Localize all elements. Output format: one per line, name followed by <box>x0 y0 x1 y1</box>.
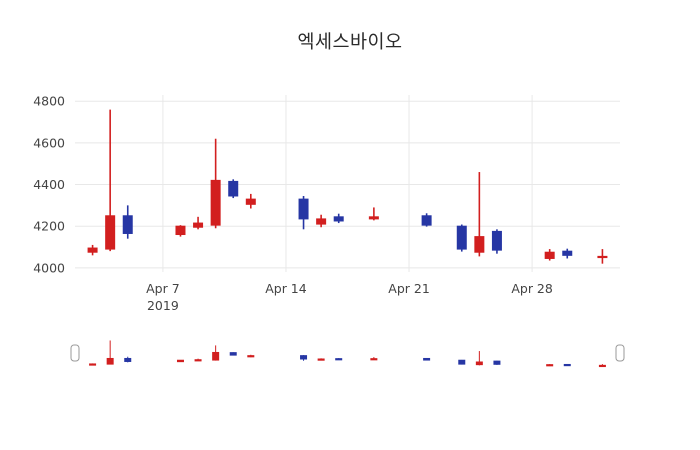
candle-body <box>597 255 608 259</box>
candle <box>175 225 186 237</box>
candle <box>333 213 344 224</box>
candle-body-mini <box>247 355 255 358</box>
candle-body-mini <box>370 358 378 361</box>
candle-mini <box>458 359 466 365</box>
candle-body <box>228 180 239 197</box>
candle-mini <box>229 352 237 356</box>
candle-mini <box>176 359 184 363</box>
candle-body <box>210 179 221 226</box>
candle-mini <box>335 358 343 361</box>
candle-mini <box>423 357 431 361</box>
x-tick-label: Apr 28 <box>511 281 553 296</box>
candle-body <box>105 215 116 250</box>
candle <box>421 213 432 227</box>
candle <box>298 195 309 230</box>
candle <box>87 244 98 256</box>
candle-body <box>175 225 186 236</box>
x-tick-label: Apr 21 <box>388 281 430 296</box>
candle <box>474 172 485 257</box>
y-tick-label: 4800 <box>33 94 65 109</box>
candle-body-mini <box>300 355 308 360</box>
candle <box>228 179 239 199</box>
candle <box>562 248 573 259</box>
candle <box>105 109 116 252</box>
rangeslider-handle-right[interactable] <box>615 344 625 362</box>
candle-mini <box>247 354 255 358</box>
candle-body-mini <box>546 364 554 367</box>
candle-body <box>368 216 379 220</box>
candle-body-mini <box>124 357 132 362</box>
candle-body <box>87 247 98 253</box>
candle-body <box>316 218 327 225</box>
candle <box>210 138 221 229</box>
candle-body <box>122 215 133 234</box>
candle <box>544 249 555 261</box>
candle-body-mini <box>317 358 325 361</box>
candle-mini <box>89 363 97 366</box>
x-tick-label: Apr 7 <box>146 281 180 296</box>
candle-body-mini <box>475 361 483 366</box>
candle <box>122 205 133 239</box>
candle-mini <box>300 355 308 361</box>
rangeslider-track[interactable] <box>75 333 620 373</box>
candle-body-mini <box>335 358 343 361</box>
candle-body <box>562 250 573 256</box>
candle <box>456 224 467 252</box>
candle-body <box>333 216 344 222</box>
candle-body-mini <box>458 359 466 365</box>
candle <box>245 193 256 209</box>
candle-body-mini <box>106 357 114 365</box>
candle-body-mini <box>563 363 571 367</box>
candle-mini <box>493 360 501 365</box>
y-tick-label: 4600 <box>33 135 65 150</box>
candle-body-mini <box>212 351 220 361</box>
candle-body-mini <box>493 360 501 365</box>
candle-body <box>474 236 485 253</box>
candle-mini <box>212 345 220 361</box>
candle-body <box>456 225 467 250</box>
candle-body-mini <box>176 359 184 363</box>
chart-title: 엑세스바이오 <box>297 32 403 53</box>
candle-mini <box>124 356 132 363</box>
y-tick-label: 4200 <box>33 219 65 234</box>
candle-body-mini <box>423 357 431 361</box>
candle-body-mini <box>229 352 237 356</box>
candle-body-mini <box>194 359 202 362</box>
candle-mini <box>317 358 325 361</box>
y-tick-label: 4000 <box>33 260 65 275</box>
candle-body <box>245 198 256 205</box>
candle-body-mini <box>89 363 97 366</box>
candle-mini <box>194 358 202 362</box>
candle-body <box>298 198 309 220</box>
candle <box>368 207 379 221</box>
plot-area[interactable] <box>75 95 620 272</box>
candle-mini <box>370 357 378 361</box>
candle-mini <box>475 351 483 366</box>
candle-body-mini <box>598 364 606 368</box>
rangeslider-handle-left[interactable] <box>70 344 80 362</box>
x-tick-year-label: 2019 <box>147 298 179 313</box>
candle <box>491 229 502 254</box>
y-tick-label: 4400 <box>33 177 65 192</box>
x-tick-label: Apr 14 <box>265 281 307 296</box>
candle-body <box>544 251 555 259</box>
candle-mini <box>563 363 571 367</box>
candle-mini <box>546 364 554 367</box>
candle <box>316 214 327 228</box>
candle-body <box>421 215 432 226</box>
candle <box>597 249 608 264</box>
candle-body <box>193 222 204 228</box>
candle-mini <box>106 340 114 365</box>
candle-body <box>491 230 502 251</box>
candle <box>193 216 204 230</box>
candle-mini <box>598 364 606 368</box>
